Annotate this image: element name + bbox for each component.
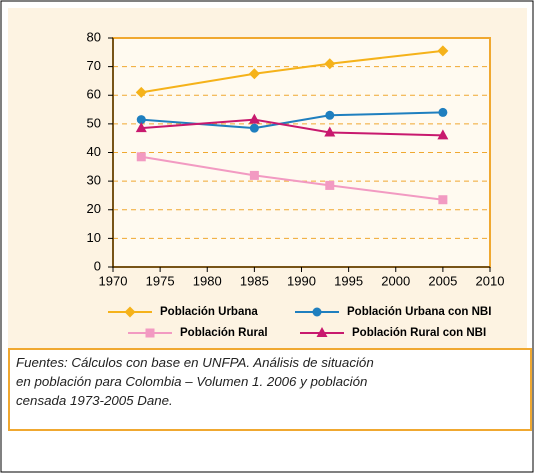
y-tick-label: 80 <box>87 29 101 44</box>
point <box>249 123 259 133</box>
point <box>136 152 146 162</box>
point <box>249 170 259 180</box>
y-tick-label: 30 <box>87 173 101 188</box>
point <box>135 122 147 133</box>
point <box>135 86 147 98</box>
legend-label: Población Rural con NBI <box>352 327 486 339</box>
source-line: censada 1973-2005 Dane. <box>16 393 173 408</box>
point <box>325 180 335 190</box>
series-line <box>141 155 444 201</box>
point <box>124 306 136 318</box>
x-tick-label: 1980 <box>193 273 222 288</box>
point <box>437 129 449 140</box>
y-tick-label: 10 <box>87 230 101 245</box>
point <box>145 328 155 338</box>
x-tick-label: 1975 <box>146 273 175 288</box>
x-tick-label: 2005 <box>428 273 457 288</box>
source-line: Fuentes: Cálculos con base en UNFPA. Aná… <box>16 355 374 370</box>
x-tick-label: 1970 <box>99 273 128 288</box>
point <box>324 58 336 70</box>
y-tick-label: 0 <box>94 258 101 273</box>
x-tick-label: 1995 <box>334 273 363 288</box>
legend-label: Población Urbana <box>160 306 258 318</box>
y-tick-label: 60 <box>87 87 101 102</box>
y-tick-label: 40 <box>87 144 101 159</box>
y-tick-label: 70 <box>87 58 101 73</box>
y-tick-label: 50 <box>87 115 101 130</box>
point <box>312 307 322 317</box>
point <box>324 126 336 137</box>
legend-label: Población Urbana con NBI <box>347 306 491 318</box>
series-line <box>141 118 443 137</box>
x-tick-label: 2010 <box>476 273 505 288</box>
point <box>248 113 260 124</box>
y-tick-label: 20 <box>87 201 101 216</box>
point <box>438 107 448 117</box>
point <box>325 110 335 120</box>
point <box>136 115 146 125</box>
x-tick-label: 1985 <box>240 273 269 288</box>
point <box>316 327 328 337</box>
x-tick-label: 1990 <box>287 273 316 288</box>
point <box>438 195 448 205</box>
x-tick-label: 2000 <box>381 273 410 288</box>
point <box>437 45 449 57</box>
legend-label: Población Rural <box>180 327 268 339</box>
plot-area <box>112 37 491 268</box>
point <box>248 68 260 80</box>
source-box: Fuentes: Cálculos con base en UNFPA. Aná… <box>8 348 532 431</box>
series-line <box>141 49 443 94</box>
source-line: en población para Colombia – Volumen 1. … <box>16 374 368 389</box>
